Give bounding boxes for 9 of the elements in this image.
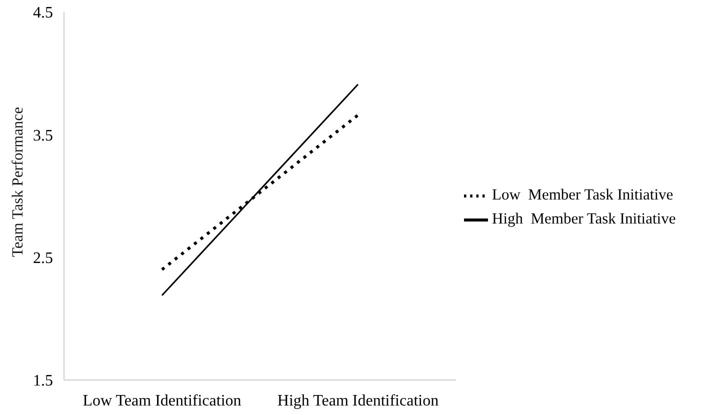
y-tick-label: 3.5 <box>33 127 53 144</box>
x-tick-label: High Team Identification <box>277 392 439 410</box>
y-tick-label: 2.5 <box>33 250 53 268</box>
y-axis-title: Team Task Performance <box>10 106 26 257</box>
legend-label: High Member Task Initiative <box>492 210 676 228</box>
y-tick-label: 1.5 <box>33 372 53 390</box>
legend-label: Low Member Task Initiative <box>492 186 674 204</box>
x-tick-label: Low Team Identification <box>82 392 242 410</box>
y-tick-label: 4.5 <box>33 4 53 22</box>
